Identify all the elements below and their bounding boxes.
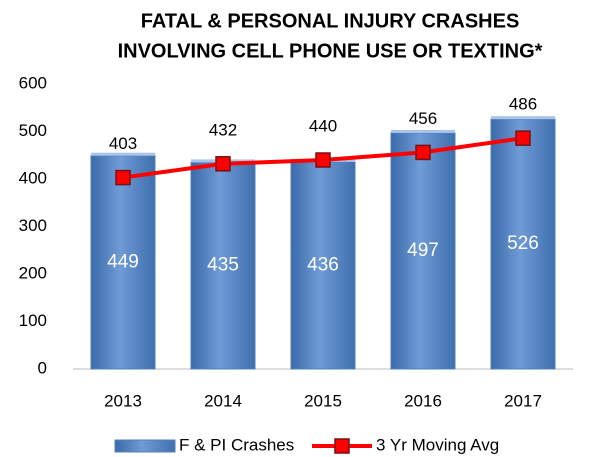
chart-title: INVOLVING CELL PHONE USE OR TEXTING*: [118, 40, 543, 62]
bar-top: [91, 152, 155, 156]
bar-top: [391, 129, 455, 133]
marker: [415, 144, 431, 161]
legend-label: 3 Yr Moving Avg: [376, 435, 499, 454]
data-label: 449: [107, 251, 139, 272]
legend-marker: [334, 438, 350, 454]
marker: [215, 156, 231, 172]
marker: [315, 152, 331, 168]
data-label: 403: [109, 134, 137, 153]
x-tick-label: 2014: [204, 391, 242, 410]
bar-top: [491, 116, 555, 120]
bar: [390, 132, 456, 370]
data-label: 436: [307, 254, 339, 275]
marker: [115, 169, 131, 186]
x-tick-label: 2016: [404, 391, 442, 410]
bar: [190, 161, 256, 370]
y-tick-label: 400: [19, 168, 47, 187]
y-tick-label: 100: [19, 311, 47, 330]
marker: [515, 130, 531, 146]
data-label: 456: [409, 109, 437, 128]
data-label: 526: [507, 233, 539, 254]
data-label: 497: [407, 240, 439, 261]
legend-swatch: [114, 439, 176, 453]
legend-label: F & PI Crashes: [179, 435, 294, 454]
data-label: 486: [509, 95, 537, 114]
y-tick-label: 300: [19, 216, 47, 235]
data-label: 432: [209, 120, 237, 139]
x-tick-label: 2013: [104, 391, 142, 410]
x-tick-label: 2017: [504, 391, 542, 410]
data-label: 435: [207, 255, 239, 276]
data-label: 440: [309, 116, 337, 135]
bar: [90, 155, 156, 370]
y-tick-label: 0: [38, 358, 47, 377]
x-tick-label: 2015: [304, 391, 342, 410]
y-tick-label: 600: [19, 73, 47, 92]
y-tick-label: 200: [19, 263, 47, 282]
y-tick-label: 500: [19, 121, 47, 140]
chart-title: FATAL & PERSONAL INJURY CRASHES: [141, 10, 520, 32]
